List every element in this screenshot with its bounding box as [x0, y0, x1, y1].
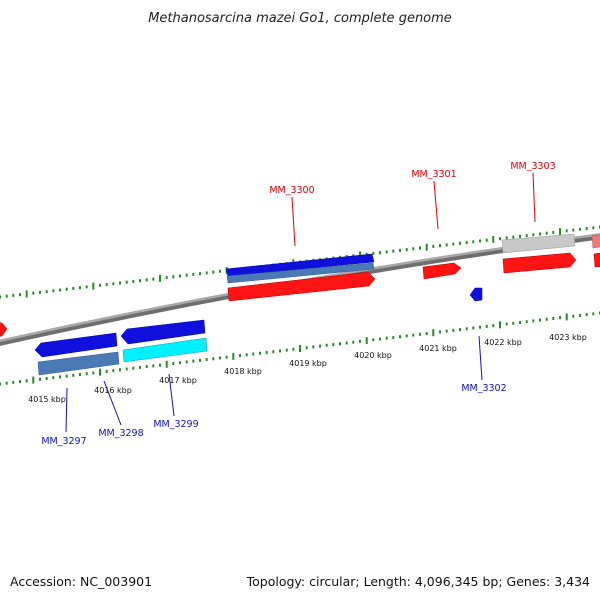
gene-mm3297-track-steel[interactable] [37, 351, 120, 376]
gene-mm3300-cds-blue[interactable] [225, 253, 375, 277]
leader-mm3299 [168, 373, 175, 417]
gene-mm3302-group[interactable] [469, 287, 483, 302]
scale-labels: 4015 kbp 4016 kbp 4017 kbp 4018 kbp 4019… [28, 333, 587, 404]
gene-label-mm3299[interactable]: MM_3299 [153, 419, 198, 430]
gene-label-mm3297[interactable]: MM_3297 [41, 436, 86, 447]
gene-label-mm3300[interactable]: MM_3300 [269, 185, 314, 196]
gene-mm3301-group[interactable] [422, 262, 462, 280]
scale-label-4019: 4019 kbp [289, 359, 327, 368]
scale-label-4015: 4015 kbp [28, 395, 66, 404]
gene-mm3300-track-steel[interactable] [226, 262, 375, 284]
gene-label-leaders [65, 172, 536, 433]
gene-mm3303-group[interactable] [501, 233, 577, 274]
leader-mm3301 [433, 180, 439, 230]
scale-label-4020: 4020 kbp [354, 351, 392, 360]
leader-mm3302 [478, 335, 483, 381]
gene-mm3301-arrow[interactable] [422, 262, 462, 280]
scale-label-4021: 4021 kbp [419, 344, 457, 353]
gene-mm3300-group[interactable] [225, 253, 376, 302]
gene-label-mm3303[interactable]: MM_3303 [510, 161, 555, 172]
gene-mm3298-group[interactable] [120, 319, 206, 345]
scale-label-4016: 4016 kbp [94, 386, 132, 395]
inner-scale-ticks [0, 311, 600, 386]
gene-mm3303-arrow[interactable] [502, 252, 577, 274]
gene-edge-right-group[interactable] [591, 234, 600, 268]
scale-label-4018: 4018 kbp [224, 367, 262, 376]
genome-title: Methanosarcina mazei Go1, complete genom… [148, 11, 452, 26]
scale-label-4017: 4017 kbp [159, 376, 197, 385]
gene-label-mm3302[interactable]: MM_3302 [461, 383, 506, 394]
gene-mm3299-group[interactable] [122, 337, 208, 363]
leader-mm3300 [291, 196, 296, 247]
leader-mm3297 [65, 387, 68, 433]
gene-mm3297-group[interactable] [34, 332, 120, 376]
scale-label-4022: 4022 kbp [484, 338, 522, 347]
gene-edge-left-arrow[interactable] [0, 322, 8, 337]
gene-mm3299-box[interactable] [122, 337, 208, 363]
gene-mm3300-arrow-red[interactable] [227, 271, 376, 302]
gene-mm3302-arrow[interactable] [469, 287, 483, 302]
scale-label-4023: 4023 kbp [549, 333, 587, 342]
leader-mm3298 [103, 380, 122, 426]
leader-mm3303 [532, 172, 536, 223]
accession-text: Accession: NC_003901 [10, 574, 152, 589]
gene-edge-right-pink[interactable] [591, 234, 600, 249]
gene-mm3298-arrow[interactable] [120, 319, 206, 345]
gene-label-mm3301[interactable]: MM_3301 [411, 169, 456, 180]
gene-mm3303-track-grey[interactable] [501, 233, 576, 254]
gene-mm3297-arrow[interactable] [34, 332, 118, 358]
gene-edge-right-red[interactable] [593, 252, 600, 268]
gene-label-mm3298[interactable]: MM_3298 [98, 428, 143, 439]
genome-summary-text: Topology: circular; Length: 4,096,345 bp… [246, 574, 590, 589]
